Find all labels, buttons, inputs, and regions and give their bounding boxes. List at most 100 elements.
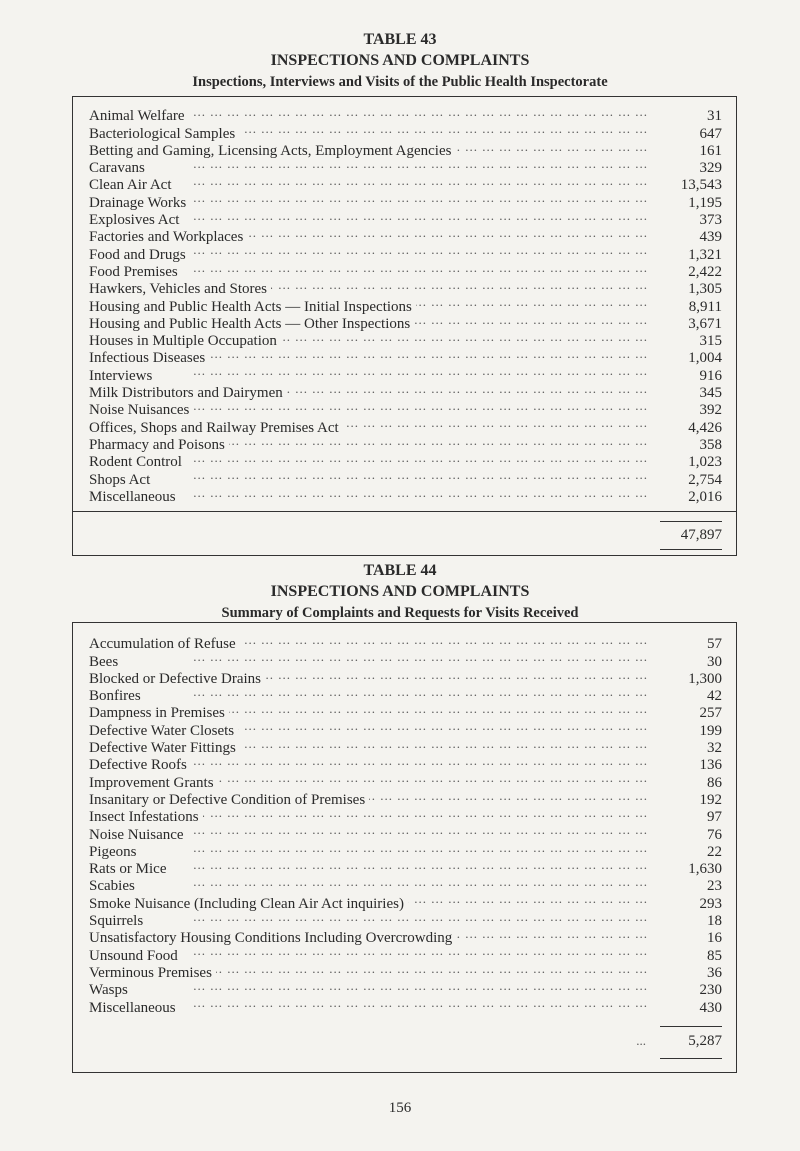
leader-dots (408, 890, 648, 907)
row-label: Pigeons (89, 843, 137, 860)
table-row: Food Premises 2,422 (89, 259, 722, 280)
leader-dots (247, 224, 648, 241)
row-value: 57 (707, 636, 722, 653)
leader-dots (229, 700, 648, 717)
row-label: Defective Water Closets (89, 722, 235, 739)
leader-dots (190, 189, 648, 206)
table-row: Miscellaneous 430 (89, 994, 722, 1016)
row-label: Drainage Works (89, 194, 187, 211)
leader-dots (145, 683, 648, 700)
leader-dots (216, 960, 648, 977)
table-row: Squirrels 18 (89, 908, 722, 929)
row-value: 32 (707, 740, 722, 757)
row-value: 916 (699, 367, 723, 384)
row-value: 192 (699, 791, 723, 808)
row-label: Bacteriological Samples (89, 125, 236, 142)
leader-dots (156, 362, 648, 379)
row-value: 85 (707, 947, 722, 964)
leader-dots (182, 942, 648, 959)
table-row: Dampness in Premises 257 (89, 700, 722, 721)
table-row: Housing and Public Health Acts — Initial… (89, 293, 722, 315)
table-row: Food and Drugs 1,321 (89, 241, 722, 263)
leader-dots (271, 276, 648, 293)
row-value: 257 (699, 705, 723, 722)
leader-dots (193, 397, 648, 414)
row-value: 230 (699, 982, 723, 999)
leader-dots (139, 873, 648, 890)
row-value: 136 (699, 757, 723, 774)
row-value: 358 (699, 436, 723, 453)
leader-dots (203, 804, 648, 821)
leader-dots (183, 207, 648, 224)
row-label: Unsound Food (89, 947, 178, 964)
total-rule-top (660, 1026, 722, 1027)
row-label: Bees (89, 653, 119, 670)
row-label: Dampness in Premises (89, 705, 225, 722)
row-value: 1,305 (688, 281, 722, 298)
leader-dots (186, 449, 648, 466)
table-row: Bacteriological Samples 647 (89, 120, 722, 142)
row-value: 86 (707, 774, 722, 791)
table-row: Miscellaneous 2,016 (89, 484, 722, 505)
table-row: Bees 30 (89, 648, 722, 670)
table-row: Interviews 916 (89, 362, 722, 384)
leader-dots (154, 466, 648, 483)
leader-dots (176, 172, 649, 189)
leader-dots (240, 735, 648, 752)
leader-dots (456, 925, 648, 942)
table-row: Improvement Grants 86 (89, 769, 722, 791)
table-row: Unsatisfactory Housing Conditions Includ… (89, 925, 722, 946)
row-value: 1,630 (688, 861, 722, 878)
table-row: Unsound Food 85 (89, 942, 722, 964)
table-row: Factories and Workplaces439 (89, 224, 722, 245)
table-row: Noise Nuisances 392 (89, 397, 722, 418)
total-leader: ... (636, 1033, 646, 1048)
table-row: Verminous Premises36 (89, 960, 722, 981)
row-label: Housing and Public Health Acts — Initial… (89, 298, 412, 315)
leader-dots (188, 821, 648, 838)
leader-dots (180, 994, 648, 1011)
table-row: Scabies 23 (89, 873, 722, 894)
table-row: Blocked or Defective Drains1,300 (89, 666, 722, 687)
table-row: Smoke Nuisance (Including Clean Air Act … (89, 890, 722, 912)
leader-dots (416, 293, 648, 310)
leader-dots (147, 908, 648, 925)
row-value: 293 (699, 895, 723, 912)
row-value: 42 (707, 688, 722, 705)
table-row: Milk Distributors and Dairymen345 (89, 380, 722, 401)
table-row: Wasps 230 (89, 977, 722, 998)
row-value: 3,671 (688, 315, 722, 332)
row-label: Interviews (89, 367, 153, 384)
leader-dots (239, 120, 648, 137)
table43-number: TABLE 43 (363, 31, 437, 48)
row-label: Shops Act (89, 471, 151, 488)
row-label: Scabies (89, 878, 135, 895)
row-value: 1,023 (688, 454, 722, 471)
table-row: Bonfires 42 (89, 683, 722, 704)
leader-dots (132, 977, 648, 994)
table44-title: INSPECTIONS AND COMPLAINTS (270, 583, 530, 600)
row-value: 1,004 (688, 350, 722, 367)
table43-total: 47,897 (680, 527, 722, 543)
row-value: 23 (707, 878, 722, 895)
row-label: Animal Welfare (89, 108, 185, 125)
row-value: 1,195 (688, 194, 722, 211)
row-value: 315 (699, 333, 723, 350)
table43: Animal Welfare 31 Bacteriological Samples 6… (72, 96, 737, 556)
row-label: Food and Drugs (89, 246, 186, 263)
leader-dots (191, 752, 648, 769)
leader-dots (182, 259, 648, 276)
table-row: Rats or Mice1,630 (89, 856, 722, 877)
row-label: Improvement Grants (89, 774, 214, 791)
leader-dots (369, 787, 648, 804)
leader-dots (265, 666, 648, 683)
leader-dots (455, 138, 648, 155)
leader-dots (343, 414, 648, 431)
row-value: 2,422 (688, 263, 722, 280)
row-label: Miscellaneous (89, 999, 176, 1016)
row-label: Caravans (89, 160, 145, 177)
table-row: Pigeons 22 (89, 839, 722, 860)
table-row: Shops Act 2,754 (89, 466, 722, 488)
